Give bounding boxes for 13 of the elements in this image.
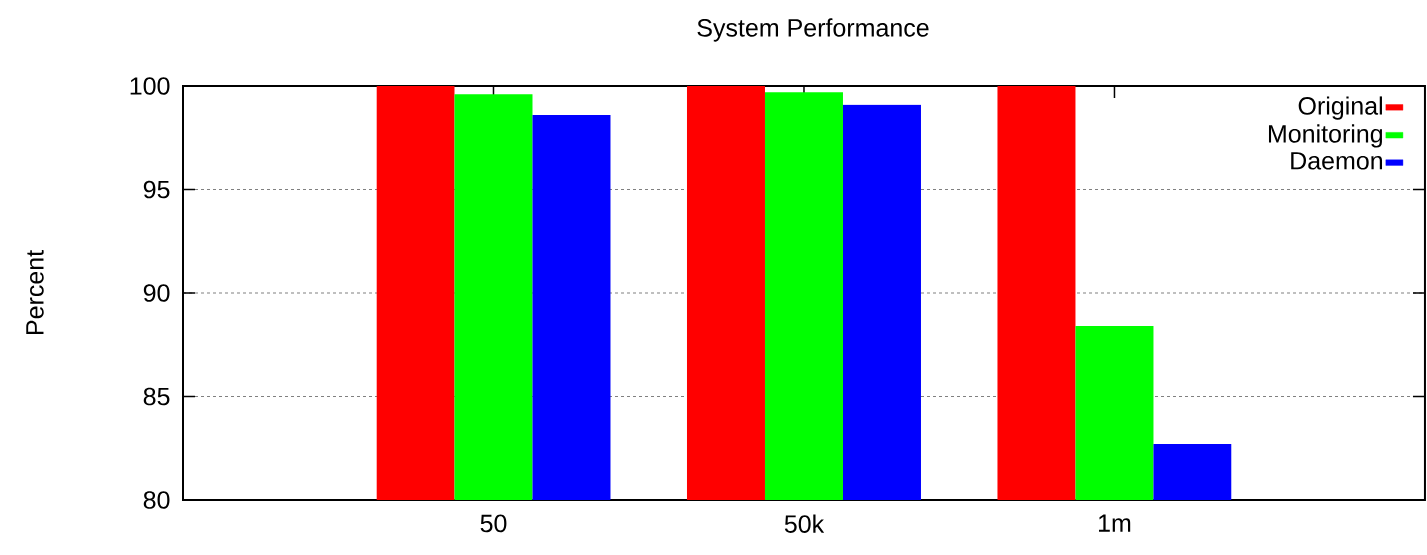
- y-tick-label: 80: [143, 491, 170, 509]
- y-tick-label: 100: [130, 77, 170, 95]
- x-tick-label: 50: [480, 514, 507, 533]
- x-tick-label: 1m: [1099, 514, 1131, 532]
- y-axis-title: Percent: [26, 250, 44, 335]
- legend-label: Original: [1298, 96, 1382, 120]
- y-tick-label: 90: [143, 284, 170, 302]
- legend-label: Daemon: [1291, 152, 1383, 170]
- y-tick-label: 85: [143, 387, 170, 406]
- y-tick-label: 95: [143, 180, 170, 199]
- x-tick-label: 50k: [784, 514, 825, 533]
- chart-title: System Performance: [697, 18, 929, 42]
- legend-label: Monitoring: [1268, 124, 1383, 148]
